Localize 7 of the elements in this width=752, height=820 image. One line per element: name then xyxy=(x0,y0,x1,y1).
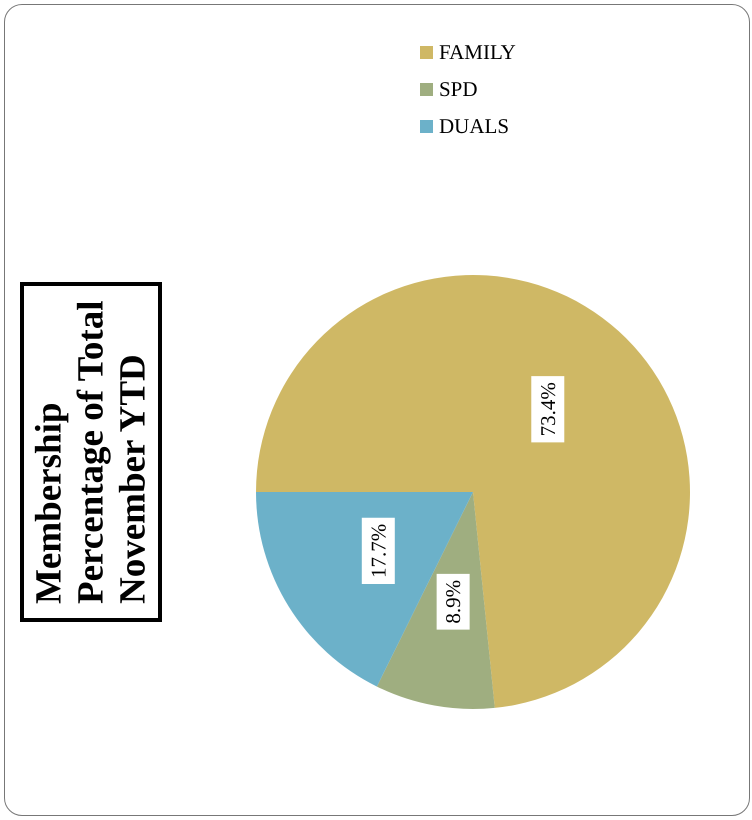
legend-label: FAMILY xyxy=(439,40,516,65)
legend-label: SPD xyxy=(439,77,478,102)
data-label: 8.9% xyxy=(441,580,466,624)
text: Membership Percentage of Total November YTD xyxy=(28,300,154,604)
data-label: 17.7% xyxy=(366,524,390,578)
data-label: 73.4% xyxy=(536,382,560,436)
legend-label: DUALS xyxy=(439,114,510,139)
